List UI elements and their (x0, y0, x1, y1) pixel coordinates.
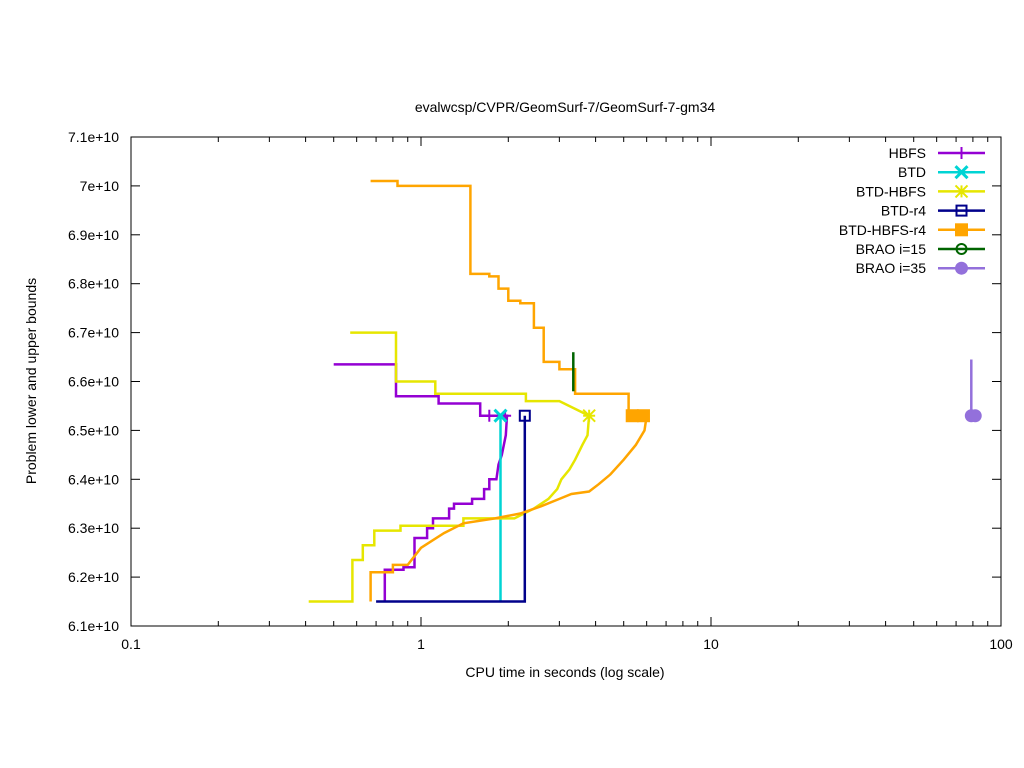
series-btd-hbfs-r4 (369, 179, 650, 602)
series-brao-i-35 (964, 359, 982, 423)
y-tick-label: 6.8e+10 (68, 276, 119, 292)
y-tick-label: 6.2e+10 (68, 569, 119, 585)
chart-title: evalwcsp/CVPR/GeomSurf-7/GeomSurf-7-gm34 (415, 99, 716, 115)
series-btd-hbfs-r4-point (636, 409, 650, 423)
legend-label: BRAO i=15 (856, 241, 927, 257)
x-axis-label: CPU time in seconds (log scale) (465, 664, 664, 680)
y-tick-label: 6.4e+10 (68, 471, 119, 487)
series-btd (493, 408, 508, 602)
y-tick-label: 6.1e+10 (68, 618, 119, 634)
series-btd-r4-point (518, 409, 531, 422)
series-btd-hbfs-r4-upper-bound-line (370, 179, 630, 416)
legend-swatch-marker (954, 165, 969, 180)
legend-label: BTD-HBFS (856, 183, 926, 199)
x-tick-label: 0.1 (121, 636, 141, 652)
y-tick-label: 7e+10 (80, 178, 120, 194)
legend-item-brao-i-35: BRAO i=35 (856, 260, 985, 276)
legend-label: BTD (898, 164, 926, 180)
legend-swatch-marker (955, 147, 968, 159)
legend-item-brao-i-15: BRAO i=15 (856, 241, 985, 257)
x-tick-label: 100 (989, 636, 1013, 652)
legend-label: BRAO i=35 (856, 260, 927, 276)
series-btd-hbfs-r4-point (625, 409, 639, 423)
y-tick-label: 6.5e+10 (68, 422, 119, 438)
y-tick-label: 7.1e+10 (68, 129, 119, 145)
series-layer (308, 179, 982, 603)
legend-item-hbfs: HBFS (889, 145, 985, 161)
y-tick-label: 6.6e+10 (68, 374, 119, 390)
series-btd-hbfs-point (582, 409, 596, 423)
series-btd-hbfs-upper-bound-line (350, 331, 590, 417)
series-btd-point (493, 408, 508, 423)
legend-item-btd-hbfs-r4: BTD-HBFS-r4 (839, 222, 985, 238)
legend-item-btd: BTD (898, 164, 985, 180)
series-btd-r4 (376, 409, 531, 603)
y-tick-label: 6.7e+10 (68, 325, 119, 341)
series-btd-r4-lower-bound-line (376, 415, 527, 603)
legend-label: BTD-HBFS-r4 (839, 222, 926, 238)
legend-swatch-marker (955, 223, 968, 237)
plot-frame (130, 136, 1002, 627)
series-btd-hbfs-r4-lower-bound-line (369, 415, 648, 602)
x-tick-label: 1 (417, 636, 425, 652)
legend-swatch-marker (954, 184, 969, 199)
x-tick-label: 10 (703, 636, 719, 652)
legend-swatch-marker (955, 243, 968, 255)
legend-swatch-marker (955, 204, 968, 217)
series-brao-i-35-point (968, 409, 982, 423)
y-axis-label: Problem lower and upper bounds (23, 278, 39, 484)
legend-swatch-marker (955, 261, 968, 275)
legend-label: HBFS (889, 145, 926, 161)
legend-label: BTD-r4 (881, 203, 926, 219)
series-btd-hbfs-lower-bound-line (308, 415, 591, 603)
y-tick-label: 6.3e+10 (68, 520, 119, 536)
legend: HBFS BTD BTD-HBFS BTD-r4 BTD-HBFS-r4 BRAO i=1… (839, 145, 985, 276)
series-btd-hbfs (308, 331, 596, 603)
legend-item-btd-r4: BTD-r4 (881, 203, 985, 219)
y-tick-label: 6.9e+10 (68, 227, 119, 243)
ticks-layer: 0.1 1 10 100 6.1e+10 6.2e+10 6.3e+10 6.4e+10 6.5… (68, 129, 1013, 652)
legend-item-btd-hbfs: BTD-HBFS (856, 183, 985, 199)
series-hbfs-point (483, 409, 496, 422)
